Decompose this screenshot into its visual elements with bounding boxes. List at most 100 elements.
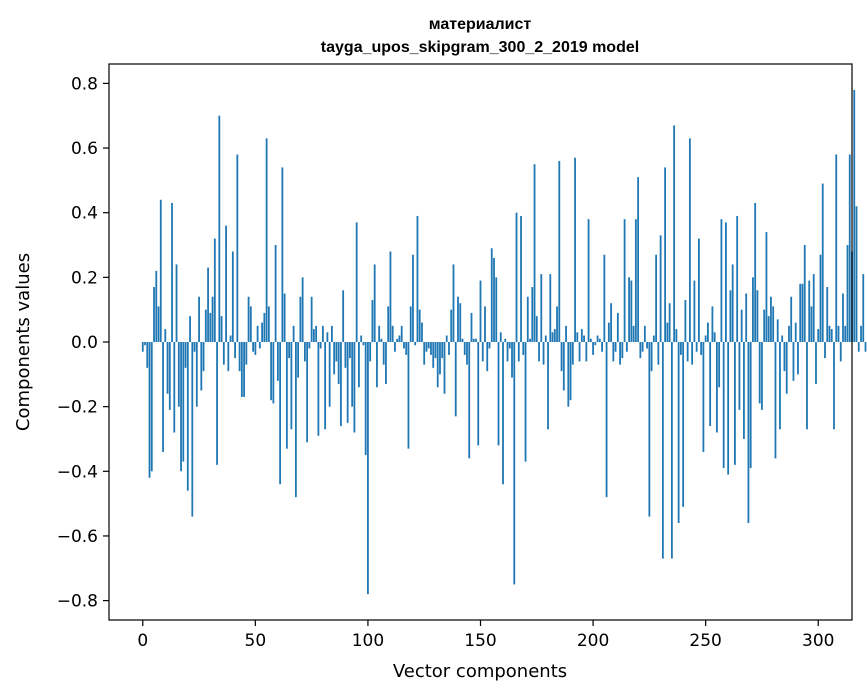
bar-component-170: [525, 342, 527, 462]
bar-component-130: [435, 342, 437, 358]
bar-component-132: [439, 342, 441, 374]
bar-component-45: [243, 342, 245, 397]
bar-component-189: [567, 342, 569, 407]
bar-component-58: [272, 342, 274, 403]
bar-component-65: [288, 342, 290, 358]
bar-component-89: [342, 290, 344, 342]
bar-chart: материалист tayga_upos_skipgram_300_2_20…: [0, 0, 867, 696]
bar-component-218: [633, 326, 635, 342]
bar-component-97: [360, 336, 362, 342]
bar-component-127: [428, 342, 430, 348]
bar-component-144: [466, 342, 468, 365]
bar-component-171: [527, 297, 529, 342]
bar-component-23: [194, 342, 196, 352]
bar-component-241: [684, 300, 686, 342]
bar-component-247: [698, 239, 700, 342]
bar-component-60: [277, 342, 279, 381]
bar-component-221: [639, 342, 641, 358]
bar-component-215: [626, 342, 628, 352]
bar-component-219: [635, 219, 637, 342]
bar-component-166: [516, 213, 518, 342]
bar-component-174: [534, 164, 536, 342]
bar-component-239: [680, 342, 682, 355]
bar-component-284: [781, 336, 783, 342]
bar-component-162: [507, 342, 509, 361]
bar-component-126: [426, 342, 428, 352]
bar-component-115: [401, 326, 403, 342]
bar-component-73: [306, 342, 308, 442]
bar-component-200: [592, 342, 594, 355]
bar-component-110: [390, 251, 392, 342]
bar-component-196: [583, 336, 585, 342]
bar-component-207: [608, 323, 610, 342]
y-tick-label: 0.2: [71, 268, 98, 288]
bar-component-191: [572, 342, 574, 365]
bar-component-319: [860, 326, 862, 342]
bar-component-124: [421, 323, 423, 342]
bar-component-79: [320, 342, 322, 348]
bar-component-131: [437, 342, 439, 387]
bar-component-64: [286, 342, 288, 449]
bar-component-25: [198, 297, 200, 342]
bar-component-113: [396, 339, 398, 342]
bar-component-258: [723, 342, 725, 468]
bar-component-282: [777, 319, 779, 342]
bar-component-103: [374, 264, 376, 342]
bar-component-114: [399, 336, 401, 342]
bar-component-227: [653, 336, 655, 342]
bar-component-224: [646, 342, 648, 348]
bar-component-292: [799, 284, 801, 342]
bar-component-193: [576, 332, 578, 342]
bar-component-294: [804, 245, 806, 342]
bar-component-98: [363, 342, 365, 345]
bar-component-264: [736, 216, 738, 342]
bar-component-255: [716, 342, 718, 433]
bar-component-108: [385, 342, 387, 384]
bar-component-26: [200, 342, 202, 390]
bar-component-283: [779, 342, 781, 429]
bar-component-5: [153, 287, 155, 342]
bar-component-286: [786, 342, 788, 394]
bar-component-40: [232, 251, 234, 342]
bar-component-214: [624, 219, 626, 342]
bar-component-9: [162, 342, 164, 452]
bar-component-228: [655, 255, 657, 342]
x-tick-label: 50: [245, 631, 267, 651]
bar-component-69: [297, 342, 299, 378]
bar-component-158: [498, 342, 500, 445]
bar-component-213: [621, 342, 623, 358]
bar-component-168: [520, 216, 522, 342]
y-tick-label: −0.6: [57, 527, 98, 547]
bar-component-61: [279, 342, 281, 484]
bar-component-266: [741, 310, 743, 342]
bar-component-249: [703, 342, 705, 452]
bar-component-290: [795, 323, 797, 342]
bar-component-33: [216, 342, 218, 465]
bar-component-233: [666, 323, 668, 342]
bar-component-192: [574, 158, 576, 342]
bar-component-159: [500, 332, 502, 342]
bar-component-273: [757, 290, 759, 342]
bar-component-169: [522, 342, 524, 355]
bar-component-70: [299, 297, 301, 342]
bar-component-4: [151, 342, 153, 471]
bar-component-187: [563, 342, 565, 390]
bar-component-109: [387, 306, 389, 342]
bar-component-67: [293, 326, 295, 342]
bar-component-164: [511, 342, 513, 378]
bar-component-312: [844, 326, 846, 342]
bar-component-24: [196, 342, 198, 407]
bar-component-15: [176, 264, 178, 342]
bar-component-77: [315, 326, 317, 342]
bar-component-104: [376, 342, 378, 387]
bar-component-90: [345, 342, 347, 368]
bar-component-243: [689, 138, 691, 342]
bar-component-154: [489, 342, 491, 348]
bar-component-111: [392, 326, 394, 342]
bar-component-288: [790, 297, 792, 342]
bar-component-12: [169, 342, 171, 410]
bar-component-202: [597, 336, 599, 342]
bar-component-122: [417, 216, 419, 342]
chart-title-line-2: tayga_upos_skipgram_300_2_2019 model: [321, 39, 639, 56]
bar-component-30: [209, 313, 211, 342]
